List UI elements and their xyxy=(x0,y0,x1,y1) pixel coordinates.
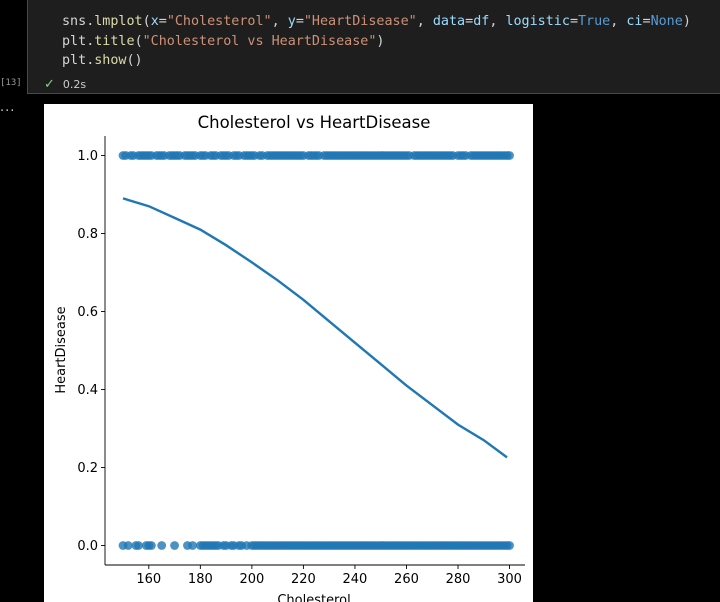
code-token: () xyxy=(126,53,143,68)
x-tick-label: 240 xyxy=(343,572,368,587)
code-token: . xyxy=(86,33,95,49)
x-tick-label: 220 xyxy=(291,572,316,587)
check-icon: ✓ xyxy=(44,76,55,92)
data-point xyxy=(170,541,179,550)
code-token: = xyxy=(295,14,304,29)
execution-count: [13] xyxy=(0,78,22,88)
code-token: , xyxy=(610,14,627,29)
y-tick-label: 0.8 xyxy=(77,227,98,242)
x-tick-label: 280 xyxy=(446,572,471,587)
code-token: True xyxy=(578,14,611,29)
code-token: , xyxy=(271,14,288,29)
code-token: y xyxy=(287,14,296,29)
code-token: "Cholesterol vs HeartDisease" xyxy=(142,33,377,49)
output-prompt[interactable]: ... xyxy=(0,100,16,115)
logistic-curve xyxy=(122,197,508,459)
y-tick-label: 0.6 xyxy=(77,305,98,320)
data-point xyxy=(146,541,156,550)
y-tick-label: 0.2 xyxy=(77,461,98,476)
code-token: ( xyxy=(134,33,143,49)
x-axis-label: Cholesterol xyxy=(277,593,350,602)
code-token: = xyxy=(569,14,578,29)
code-token: , xyxy=(489,14,506,29)
code-line[interactable]: sns.lmplot(x="Cholesterol", y="HeartDise… xyxy=(62,12,691,32)
code-token: . xyxy=(86,53,95,68)
execution-duration: 0.2s xyxy=(62,77,87,91)
code-token: . xyxy=(86,14,95,29)
data-point xyxy=(134,541,143,550)
x-tick-label: 160 xyxy=(136,572,161,587)
code-editor[interactable]: sns.lmplot(x="Cholesterol", y="HeartDise… xyxy=(62,12,691,71)
x-tick-label: 300 xyxy=(497,572,522,587)
x-tick-label: 180 xyxy=(188,572,213,587)
code-cell[interactable]: sns.lmplot(x="Cholesterol", y="HeartDise… xyxy=(27,0,720,94)
code-token: = xyxy=(158,14,167,29)
code-token: "HeartDisease" xyxy=(303,14,417,29)
code-token: title xyxy=(94,33,135,49)
code-token: plt xyxy=(62,33,87,49)
code-token: show xyxy=(94,53,127,68)
y-tick-label: 0.0 xyxy=(77,539,98,554)
code-token: lmplot xyxy=(94,14,143,29)
code-token: plt xyxy=(62,53,87,68)
code-token: df xyxy=(473,14,490,29)
code-token: "Cholesterol" xyxy=(166,14,272,29)
cell-status: ✓ 0.2s xyxy=(44,76,86,92)
code-token: ) xyxy=(376,33,385,49)
x-tick-label: 200 xyxy=(239,572,264,587)
code-token: x xyxy=(150,14,159,29)
code-token: ci xyxy=(626,14,643,29)
code-line[interactable]: plt.title("Cholesterol vs HeartDisease") xyxy=(62,32,691,52)
data-point xyxy=(188,541,198,550)
output-figure: Cholesterol vs HeartDisease Cholesterol … xyxy=(44,104,533,602)
data-point xyxy=(123,541,133,550)
chart-title: Cholesterol vs HeartDisease xyxy=(198,113,431,132)
logistic-regression-plot: Cholesterol vs HeartDisease Cholesterol … xyxy=(54,113,525,602)
code-token: ( xyxy=(142,14,151,29)
x-tick-label: 260 xyxy=(394,572,419,587)
code-token: = xyxy=(642,14,651,29)
y-tick-label: 0.4 xyxy=(77,383,98,398)
code-token: logistic xyxy=(505,14,570,29)
code-line[interactable]: plt.show() xyxy=(62,51,691,71)
code-token: , xyxy=(416,14,433,29)
data-point xyxy=(505,541,514,550)
code-token: ) xyxy=(682,14,691,29)
data-point xyxy=(157,541,167,550)
y-axis-label: HeartDisease xyxy=(54,306,69,393)
code-token: data xyxy=(432,14,466,29)
data-point xyxy=(505,151,514,160)
y-tick-label: 1.0 xyxy=(77,149,98,164)
code-token: = xyxy=(465,14,474,29)
code-token: None xyxy=(650,14,683,29)
code-token: sns xyxy=(62,14,87,29)
